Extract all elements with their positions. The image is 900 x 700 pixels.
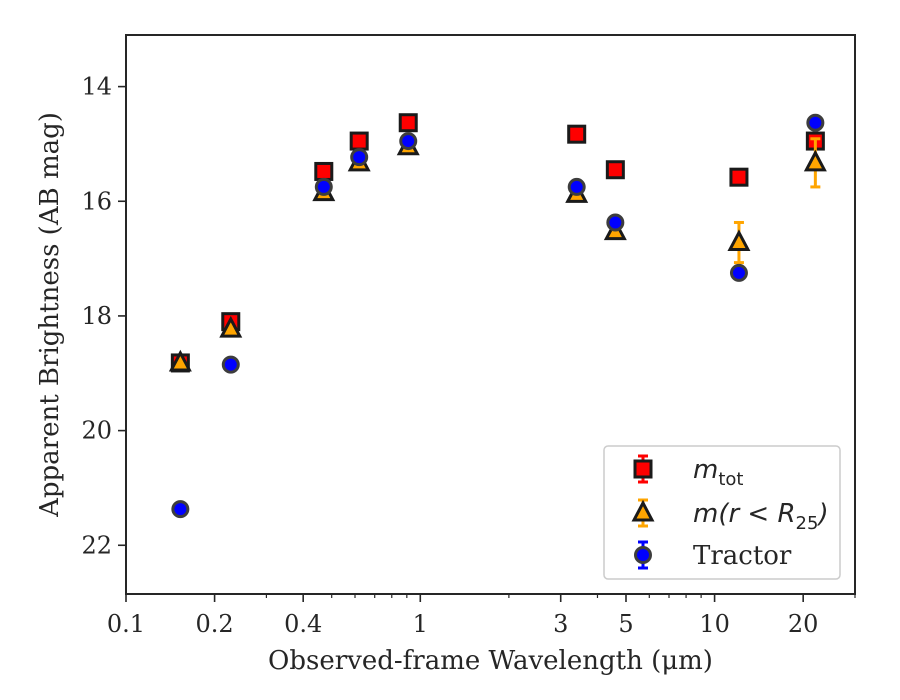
x-tick-label: 1 bbox=[413, 610, 428, 638]
data-point-square bbox=[349, 131, 369, 151]
x-tick-label: 0.1 bbox=[107, 610, 145, 638]
x-tick-label: 10 bbox=[699, 610, 730, 638]
data-point-triangle bbox=[727, 229, 751, 252]
y-tick-label: 22 bbox=[81, 531, 112, 559]
x-tick-label: 0.2 bbox=[196, 610, 234, 638]
data-point-square bbox=[729, 167, 749, 187]
data-point-circle bbox=[350, 148, 369, 167]
data-point-circle bbox=[606, 213, 625, 232]
x-tick-label: 0.4 bbox=[284, 610, 322, 638]
data-point-circle bbox=[314, 177, 333, 196]
data-point-triangle bbox=[803, 149, 827, 172]
y-tick-label: 16 bbox=[81, 187, 112, 215]
data-point-circle bbox=[567, 177, 586, 196]
legend-box bbox=[603, 445, 841, 580]
y-tick-label: 18 bbox=[81, 302, 112, 330]
series-triangle bbox=[168, 133, 827, 372]
legend-label: mtot bbox=[693, 455, 743, 490]
series-square bbox=[170, 113, 825, 373]
data-point-square bbox=[314, 161, 334, 181]
x-tick-label: 5 bbox=[618, 610, 633, 638]
data-point-triangle bbox=[219, 315, 243, 338]
ticks-layer: 0.1 0.2 0.4 1 3 5 10 20 14 16 18 20 22 bbox=[81, 73, 856, 638]
legend-label: Tractor bbox=[693, 541, 792, 571]
x-axis-title: Observed-frame Wavelength (μm) bbox=[268, 646, 713, 676]
data-point-circle bbox=[221, 355, 240, 374]
data-point-square bbox=[605, 160, 625, 180]
x-tick-label: 20 bbox=[788, 610, 819, 638]
series-circle bbox=[171, 113, 825, 519]
data-point-circle bbox=[806, 113, 825, 132]
y-tick-label: 20 bbox=[81, 417, 112, 445]
data-point-triangle bbox=[168, 349, 192, 372]
y-axis-title: Apparent Brightness (AB mag) bbox=[35, 112, 65, 518]
y-tick-label: 14 bbox=[81, 73, 112, 101]
data-point-circle bbox=[399, 132, 418, 151]
points-layer bbox=[168, 113, 827, 519]
legend: mtot m(r < R25) Tractor bbox=[603, 445, 841, 580]
legend-marker-triangle bbox=[631, 499, 655, 522]
legend-marker-square bbox=[633, 459, 653, 479]
data-point-square bbox=[398, 113, 418, 133]
plot-frame bbox=[125, 34, 856, 595]
data-point-circle bbox=[729, 263, 748, 282]
data-point-square bbox=[567, 124, 587, 144]
legend-label: m(r < R25) bbox=[693, 499, 829, 534]
x-tick-label: 3 bbox=[553, 610, 568, 638]
legend-marker-circle bbox=[634, 546, 652, 564]
data-point-circle bbox=[171, 500, 190, 519]
